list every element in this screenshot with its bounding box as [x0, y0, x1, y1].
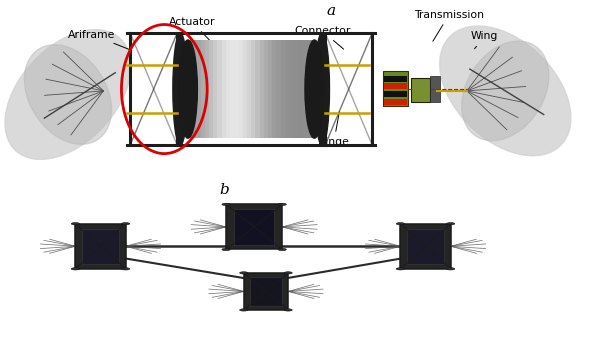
Circle shape — [122, 268, 130, 270]
Bar — [213, 40, 218, 138]
Circle shape — [396, 223, 404, 225]
Bar — [281, 40, 285, 138]
Bar — [411, 78, 430, 102]
Bar — [209, 40, 214, 138]
Text: Wing: Wing — [471, 31, 498, 49]
Bar — [239, 40, 243, 138]
Bar — [255, 40, 260, 138]
Bar — [264, 40, 269, 138]
Circle shape — [240, 272, 248, 274]
Bar — [243, 40, 248, 138]
Bar — [285, 40, 290, 138]
Bar — [247, 40, 252, 138]
Bar — [200, 40, 206, 138]
Bar — [188, 40, 193, 138]
Bar — [230, 40, 235, 138]
Circle shape — [222, 203, 230, 205]
Circle shape — [72, 268, 79, 270]
FancyBboxPatch shape — [234, 209, 274, 245]
Circle shape — [447, 223, 455, 225]
Bar — [272, 40, 277, 138]
Ellipse shape — [462, 41, 549, 141]
Circle shape — [222, 248, 230, 251]
Bar — [297, 40, 303, 138]
Bar — [222, 40, 226, 138]
FancyBboxPatch shape — [76, 224, 126, 269]
Bar — [205, 40, 210, 138]
Bar — [234, 40, 239, 138]
Bar — [277, 40, 281, 138]
Circle shape — [72, 223, 79, 225]
Ellipse shape — [173, 33, 187, 145]
Text: Connector: Connector — [294, 26, 350, 49]
Bar — [384, 91, 407, 97]
Ellipse shape — [24, 45, 112, 144]
Bar — [293, 40, 298, 138]
Ellipse shape — [5, 30, 131, 159]
Circle shape — [278, 203, 286, 205]
Bar — [310, 40, 315, 138]
Text: Actuator: Actuator — [169, 17, 215, 42]
Ellipse shape — [440, 26, 571, 156]
Text: Hinge: Hinge — [318, 112, 350, 147]
Bar — [289, 40, 294, 138]
Bar — [268, 40, 273, 138]
Text: Transmission: Transmission — [414, 10, 484, 41]
Bar — [430, 76, 440, 102]
FancyBboxPatch shape — [82, 229, 119, 264]
Text: Ariframe: Ariframe — [68, 29, 131, 50]
Text: a: a — [326, 4, 336, 17]
Bar — [306, 40, 311, 138]
Circle shape — [396, 268, 404, 270]
Bar — [196, 40, 201, 138]
Text: b: b — [220, 184, 229, 198]
Circle shape — [447, 268, 455, 270]
Bar — [217, 40, 222, 138]
Circle shape — [284, 309, 292, 311]
Circle shape — [122, 223, 130, 225]
Circle shape — [284, 272, 292, 274]
Bar — [384, 76, 407, 82]
Bar — [192, 40, 197, 138]
FancyBboxPatch shape — [250, 277, 282, 306]
Bar — [226, 40, 230, 138]
Ellipse shape — [178, 40, 197, 138]
Circle shape — [240, 309, 248, 311]
Bar — [383, 71, 408, 106]
Bar — [251, 40, 256, 138]
Bar — [302, 40, 307, 138]
Bar — [259, 40, 264, 138]
Ellipse shape — [314, 33, 330, 145]
FancyBboxPatch shape — [400, 224, 450, 269]
Bar — [384, 99, 407, 105]
Circle shape — [278, 248, 286, 251]
Bar — [384, 83, 407, 89]
FancyBboxPatch shape — [407, 229, 444, 264]
FancyBboxPatch shape — [226, 204, 282, 249]
FancyBboxPatch shape — [244, 273, 288, 310]
Ellipse shape — [305, 40, 324, 138]
